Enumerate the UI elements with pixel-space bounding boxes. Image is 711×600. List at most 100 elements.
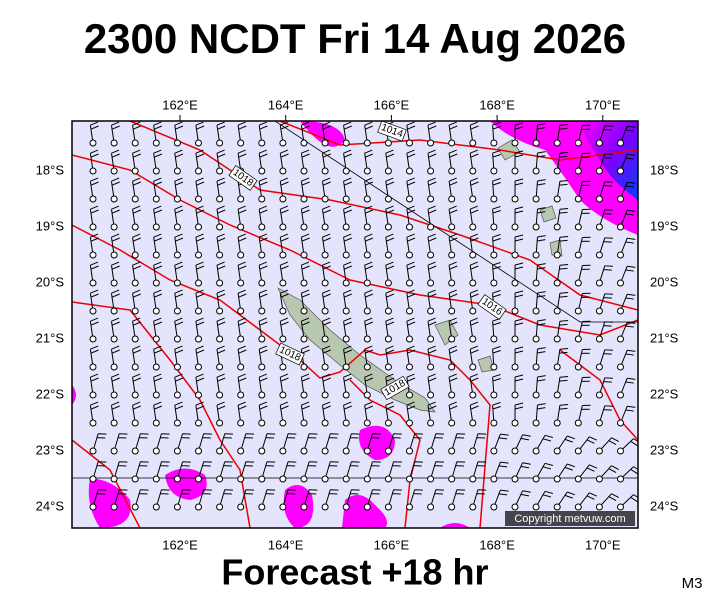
station [532,251,540,259]
station [595,419,603,427]
station [300,251,308,259]
station [406,503,413,511]
station [173,335,181,343]
lon-label: 168°E [479,537,515,552]
station [511,279,519,287]
station [89,195,97,203]
station [406,475,413,483]
station [406,363,413,371]
station [152,419,160,427]
station [511,139,519,147]
isobar-label-box [228,165,258,191]
station [469,503,477,511]
station [258,167,266,175]
station [617,391,624,399]
station [152,391,160,399]
station [237,503,245,511]
station [321,391,329,399]
station [617,419,624,427]
station [574,503,582,511]
station [617,223,624,231]
station [258,195,266,203]
station [237,223,245,231]
station [342,139,350,147]
station [427,251,435,259]
station [595,167,603,175]
station [532,419,540,427]
station [89,447,97,455]
station [131,391,139,399]
station [195,195,202,203]
station [448,307,456,315]
station [427,475,435,483]
station [300,419,308,427]
station [617,307,624,315]
station [131,363,139,371]
station [110,335,118,343]
station [195,279,202,287]
station [553,335,561,343]
station [216,475,224,483]
station [173,279,181,287]
station [553,223,561,231]
station [574,139,582,147]
station [216,251,224,259]
station [321,419,329,427]
station [110,139,118,147]
station [216,223,224,231]
station [89,223,97,231]
station [490,391,498,399]
station [89,251,97,259]
station [384,251,392,259]
station [279,167,287,175]
station [532,167,540,175]
station [511,363,519,371]
station [173,223,181,231]
station [595,391,603,399]
station [427,167,435,175]
station [300,279,308,287]
station [173,195,181,203]
station [237,419,245,427]
station [258,335,266,343]
station [110,391,118,399]
station [617,279,624,287]
station [300,475,308,483]
station [131,279,139,287]
station [279,391,287,399]
station [300,447,308,455]
station [258,391,266,399]
corner-label: M3 [682,575,703,592]
station [490,475,498,483]
station [216,363,224,371]
lat-label: 19°S [650,218,679,233]
axes: 162°E 162°E 164°E 164°E 166°E 166°E 168°E 168°E… [36,97,679,552]
lat-label: 22°S [36,386,65,401]
station [173,167,181,175]
station [490,447,498,455]
station [553,503,561,511]
station [173,447,181,455]
station [89,335,97,343]
station [321,335,329,343]
station [448,335,456,343]
station [110,307,118,315]
isobars [72,121,638,528]
station [216,167,224,175]
station [195,447,202,455]
station [237,363,245,371]
station [469,447,477,455]
station [195,419,202,427]
station [110,167,118,175]
station [469,335,477,343]
station [89,307,97,315]
station [553,419,561,427]
lat-label: 23°S [36,442,65,457]
station [131,139,139,147]
station [279,251,287,259]
station [406,251,413,259]
station [511,251,519,259]
station [258,475,266,483]
